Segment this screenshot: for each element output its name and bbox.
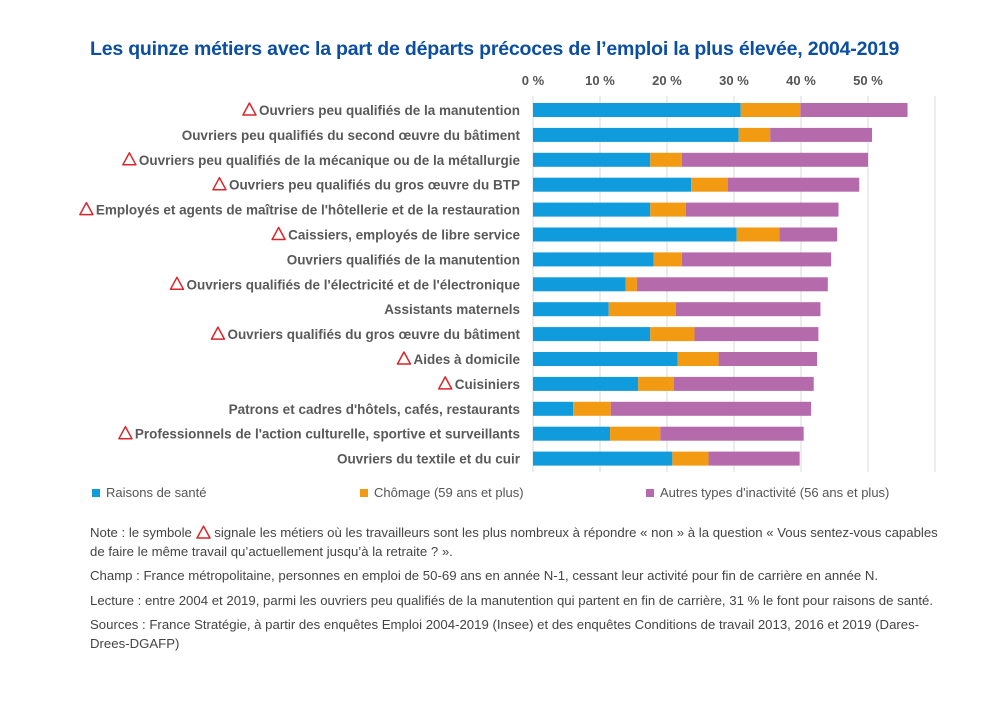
category-label: Cuisiniers <box>455 377 520 392</box>
bar-segment <box>573 401 611 416</box>
legend-swatch-chomage <box>360 488 368 497</box>
bar-segment <box>638 376 674 391</box>
bar-segment <box>533 376 639 391</box>
bar-segment <box>650 152 682 167</box>
bar-segment <box>533 302 609 317</box>
legend-item-chomage: Chômage (59 ans et plus) <box>360 485 524 500</box>
category-label: Patrons et cadres d'hôtels, cafés, resta… <box>229 402 520 417</box>
bar-segment <box>533 227 737 242</box>
category-label: Professionnels de l'action culturelle, s… <box>135 427 520 442</box>
bar-segment <box>533 451 673 466</box>
warning-triangle-icon <box>242 102 257 116</box>
category-label: Ouvriers qualifiés de la manutention <box>287 252 520 267</box>
category-label: Aides à domicile <box>413 352 520 367</box>
bar-segment <box>736 227 780 242</box>
note-text-end: signale les métiers où les travailleurs … <box>90 525 938 559</box>
warning-triangle-icon <box>169 276 185 291</box>
bars <box>533 103 908 466</box>
bar-segment <box>610 426 661 441</box>
category-label: Ouvriers peu qualifiés du second œuvre d… <box>182 128 521 143</box>
category-label: Ouvriers peu qualifiés du gros œuvre du … <box>229 178 520 193</box>
bar-segment <box>533 177 692 192</box>
legend-item-sante: Raisons de santé <box>92 485 206 500</box>
bar-segment <box>533 277 626 292</box>
bar-segment <box>533 426 611 441</box>
category-label: Assistants maternels <box>384 302 520 317</box>
note-paragraph: Note : le symbole signale les métiers où… <box>90 524 950 561</box>
bar-segment <box>533 352 678 366</box>
category-label: Ouvriers peu qualifiés de la mécanique o… <box>139 153 521 168</box>
note-text-start: Note : le symbole <box>90 525 192 540</box>
legend-swatch-sante <box>92 488 100 497</box>
warning-triangle-icon <box>271 226 286 241</box>
bar-segment <box>708 451 800 466</box>
legend-label-autres: Autres types d'inactivité (56 ans et plu… <box>660 485 890 500</box>
bar-segment <box>533 103 741 117</box>
bar-segment <box>800 103 908 117</box>
sources-paragraph: Sources : France Stratégie, à partir des… <box>90 617 920 651</box>
bar-segment <box>625 277 637 292</box>
warning-triangle-icon <box>195 525 211 539</box>
bar-segment <box>608 302 676 317</box>
bar-segment <box>650 327 695 342</box>
category-label: Caissiers, employés de libre service <box>288 228 520 243</box>
x-tick-label: 10 % <box>585 73 615 88</box>
bar-segment <box>533 127 739 142</box>
bar-segment <box>672 451 709 466</box>
category-label: Ouvriers qualifiés du gros œuvre du bâti… <box>227 327 520 342</box>
bar-segment <box>533 152 651 167</box>
warning-triangle-icon <box>122 152 137 166</box>
bar-segment <box>685 202 839 217</box>
bar-segment <box>691 177 728 192</box>
warning-triangle-icon <box>79 201 94 216</box>
warning-triangle-icon <box>118 425 133 440</box>
category-label: Ouvriers qualifiés de l'électricité et d… <box>186 277 520 292</box>
lecture-paragraph: Lecture : entre 2004 et 2019, parmi les … <box>90 592 934 608</box>
bar-segment <box>677 352 719 366</box>
bar-segment <box>636 277 828 292</box>
bar-segment <box>533 252 654 267</box>
warning-triangle-icon <box>210 326 226 340</box>
bar-segment <box>770 127 873 142</box>
bar-segment <box>533 202 651 217</box>
bar-segment <box>660 426 804 441</box>
bar-segment <box>533 401 574 416</box>
champ-paragraph: Champ : France métropolitaine, personnes… <box>90 568 879 583</box>
chart-title: Les quinze métiers avec la part de dépar… <box>90 38 900 60</box>
x-tick-label: 50 % <box>853 73 883 88</box>
bar-segment <box>779 227 838 242</box>
category-labels: Ouvriers peu qualifiés de la manutention… <box>79 102 521 467</box>
bar-segment <box>694 327 819 342</box>
category-label: Ouvriers peu qualifiés de la manutention <box>259 103 520 118</box>
bar-segment <box>740 103 801 117</box>
bar-segment <box>673 376 814 391</box>
x-tick-label: 20 % <box>652 73 682 88</box>
legend-swatch-autres <box>646 488 654 497</box>
bar-segment <box>650 202 686 217</box>
notes-block: Note : le symbole signale les métiers où… <box>90 524 950 659</box>
bar-segment <box>681 252 832 267</box>
stacked-bar-chart: 0 % 10 % 20 % 30 % 40 % 50 % Ouvriers peu qua… <box>79 73 936 472</box>
legend-item-autres: Autres types d'inactivité (56 ans et plu… <box>646 485 889 500</box>
bar-segment <box>610 401 812 416</box>
bar-segment <box>675 302 821 317</box>
bar-segment <box>718 352 818 366</box>
x-tick-label: 30 % <box>719 73 749 88</box>
bar-segment <box>727 177 860 192</box>
category-label: Ouvriers du textile et du cuir <box>337 452 521 467</box>
bar-segment <box>681 152 868 167</box>
legend-label-chomage: Chômage (59 ans et plus) <box>374 485 524 500</box>
warning-triangle-icon <box>212 176 227 191</box>
warning-triangle-icon <box>437 376 453 390</box>
x-tick-label: 0 % <box>522 73 545 88</box>
bar-segment <box>653 252 682 267</box>
x-tick-label: 40 % <box>786 73 816 88</box>
bar-segment <box>738 127 771 142</box>
warning-triangle-icon <box>396 351 412 365</box>
category-label: Employés et agents de maîtrise de l'hôte… <box>96 203 520 218</box>
x-axis-ticks: 0 % 10 % 20 % 30 % 40 % 50 % <box>522 73 883 88</box>
bar-segment <box>533 327 651 342</box>
legend-label-sante: Raisons de santé <box>106 485 207 500</box>
